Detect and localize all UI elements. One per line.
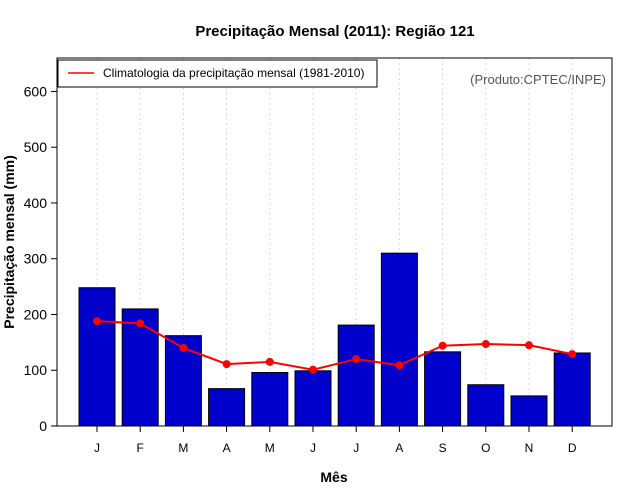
climatology-point-9	[481, 340, 490, 349]
bar-6	[337, 324, 375, 427]
climatology-point-5	[309, 365, 317, 374]
x-tick-label-0: J	[94, 441, 100, 455]
climatology-point-1	[136, 319, 145, 328]
x-tick-label-5: J	[310, 441, 316, 455]
y-tick-label-6: 600	[24, 83, 48, 99]
bar-10	[510, 395, 548, 427]
bar-7	[380, 252, 418, 427]
x-axis-title: Mês	[320, 469, 347, 485]
y-tick-label-0: 0	[39, 418, 47, 434]
y-axis-title: Precipitação mensal (mm)	[1, 155, 17, 329]
plot-frame	[56, 57, 613, 427]
bar-8	[424, 351, 462, 427]
climatology-point-3	[222, 360, 231, 369]
x-tick-label-2: M	[178, 441, 188, 455]
y-tick-label-4: 400	[24, 195, 48, 211]
x-tick-label-8: S	[439, 441, 447, 455]
y-tick-label-5: 500	[24, 139, 48, 155]
climatology-point-0	[93, 317, 101, 326]
y-tick-label-1: 100	[24, 362, 48, 378]
credit-annotation: (Produto:CPTEC/INPE)	[470, 72, 606, 87]
bar-11	[553, 352, 591, 427]
bar-5	[294, 370, 332, 427]
bar-3	[208, 388, 246, 427]
x-tick-label-1: F	[137, 441, 144, 455]
y-axis: 0 100 200 300 400 500 600	[24, 83, 57, 434]
climatology-line	[93, 317, 577, 374]
climatology-point-10	[525, 341, 533, 350]
x-tick-label-10: N	[525, 441, 534, 455]
legend-box	[57, 59, 378, 88]
x-tick-label-9: O	[481, 441, 490, 455]
x-tick-label-6: J	[353, 441, 359, 455]
x-tick-label-7: A	[395, 441, 403, 455]
y-tick-label-2: 200	[24, 306, 48, 322]
x-tick-label-4: M	[265, 441, 275, 455]
climatology-point-8	[438, 341, 447, 350]
bar-9	[467, 384, 505, 427]
bars	[78, 252, 591, 427]
y-tick-label-3: 300	[24, 251, 48, 267]
bar-0	[78, 287, 116, 427]
x-tick-label-3: A	[223, 441, 231, 455]
climatology-point-4	[265, 357, 274, 366]
climatology-point-11	[568, 350, 577, 359]
climatology-point-7	[395, 361, 404, 370]
legend: Climatologia da precipitação mensal (198…	[57, 59, 378, 88]
chart-title: Precipitação Mensal (2011): Região 121	[195, 23, 474, 40]
climatology-point-6	[352, 355, 361, 364]
climatology-polyline	[96, 320, 573, 371]
legend-entry-climatology: Climatologia da precipitação mensal (198…	[103, 66, 364, 80]
x-tick-label-11: D	[568, 441, 577, 455]
bar-1	[121, 308, 159, 427]
bar-4	[251, 371, 289, 427]
climatology-point-2	[179, 343, 188, 352]
